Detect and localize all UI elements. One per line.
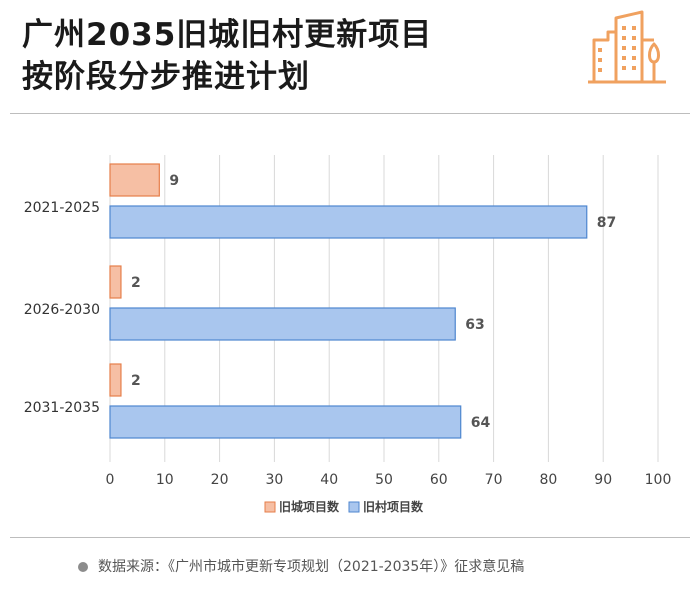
x-tick-label-0: 0 [106,472,115,488]
data-label-old-village-2026-2030: 63 [465,317,484,333]
footer-divider [10,537,690,538]
x-tick-label-100: 100 [645,472,672,488]
bar-old-city-2021-2025 [109,163,160,197]
x-tick-label-70: 70 [485,472,503,488]
footer: 数据来源：《广州市城市更新专项规划（2021-2035年）》征求意见稿 [78,556,524,576]
bar-old-city-2026-2030 [109,265,122,299]
category-label-2026-2030: 2026-2030 [24,302,100,318]
bar-chart: 0 10 20 30 40 50 60 70 80 90 100 2021-2025 9 87 2026-2… [24,155,672,514]
x-tick-label-20: 20 [211,472,229,488]
chart-title: 广州2035旧城旧村更新项目 按阶段分步推进计划 [22,14,562,98]
x-tick-label-40: 40 [320,472,338,488]
bullet-icon [78,562,88,572]
source-note: 数据来源：《广州市城市更新专项规划（2021-2035年）》征求意见稿 [98,559,525,575]
x-tick-label-10: 10 [156,472,174,488]
category-label-2021-2025: 2021-2025 [24,200,100,216]
data-label-old-city-2021-2025: 9 [169,173,179,189]
x-tick-label-90: 90 [594,472,612,488]
legend-swatch-old-village [348,501,360,513]
city-buildings-icon [588,10,666,84]
x-tick-label-60: 60 [430,472,448,488]
bar-old-village-2021-2025 [109,205,588,239]
x-tick-label-50: 50 [375,472,393,488]
legend: 旧城项目数 旧村项目数 [264,499,424,514]
title-line-1: 广州2035旧城旧村更新项目 [22,17,433,53]
x-tick-label-80: 80 [539,472,557,488]
legend-swatch-old-city [264,501,276,513]
title-line-2: 按阶段分步推进计划 [22,59,310,95]
labels: 0 10 20 30 40 50 60 70 80 90 100 2021-2025 9 87 2026-2… [24,173,672,488]
legend-label-old-city: 旧城项目数 [279,499,340,514]
x-tick-label-30: 30 [265,472,283,488]
bar-old-village-2031-2035 [109,405,462,439]
category-label-2031-2035: 2031-2035 [24,400,100,416]
data-label-old-village-2031-2035: 64 [471,415,491,431]
data-label-old-village-2021-2025: 87 [597,215,616,231]
bars [109,163,588,439]
bar-old-city-2031-2035 [109,363,122,397]
data-label-old-city-2026-2030: 2 [131,275,141,291]
header-divider [10,113,690,114]
legend-label-old-village: 旧村项目数 [363,499,424,514]
data-label-old-city-2031-2035: 2 [131,373,141,389]
bar-old-village-2026-2030 [109,307,456,341]
